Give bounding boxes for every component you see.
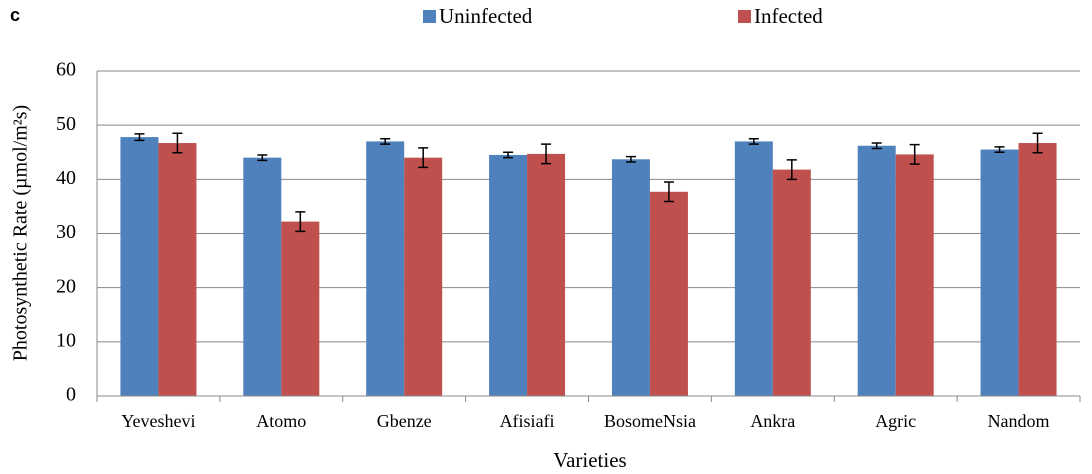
error-bar <box>503 151 514 159</box>
error-bar <box>994 146 1005 153</box>
error-bar <box>663 181 674 203</box>
y-tick-label: 10 <box>56 329 76 351</box>
bar <box>857 145 896 396</box>
y-tick-label: 40 <box>56 167 76 189</box>
error-bar <box>625 155 636 163</box>
bar <box>1018 143 1057 396</box>
error-bar <box>871 142 882 150</box>
panel-label: c <box>10 5 20 25</box>
bar <box>243 157 282 396</box>
legend-swatch <box>423 10 436 23</box>
bar <box>158 143 197 396</box>
x-axis-label: Varieties <box>553 448 626 472</box>
bar <box>120 137 159 397</box>
error-bar <box>748 137 759 145</box>
y-tick-label: 60 <box>56 59 76 81</box>
error-bar <box>134 133 145 142</box>
x-tick-label: Agric <box>875 411 916 431</box>
error-bar <box>1032 132 1043 154</box>
x-tick-label: BosomeNsia <box>604 411 696 431</box>
x-tick-label: Nandom <box>988 411 1050 431</box>
legend-swatch <box>738 10 751 23</box>
x-tick-label: Ankra <box>750 411 795 431</box>
bar <box>611 159 650 396</box>
x-tick-label: Afisiafi <box>500 411 555 431</box>
error-bar <box>257 154 268 162</box>
error-bar <box>909 143 920 165</box>
y-tick-label: 0 <box>66 384 76 406</box>
error-bar <box>786 159 797 181</box>
error-bar <box>172 132 183 154</box>
error-bar <box>418 147 429 169</box>
error-bar <box>295 211 306 233</box>
bar <box>649 191 688 396</box>
bar <box>895 154 934 396</box>
bar <box>404 157 443 396</box>
bar <box>734 141 773 396</box>
y-tick-label: 30 <box>56 221 76 243</box>
x-tick-label: Yeveshevi <box>121 411 195 431</box>
bar <box>366 141 405 396</box>
bar <box>281 221 320 396</box>
y-tick-label: 20 <box>56 275 76 297</box>
bar <box>772 169 811 396</box>
bar <box>527 153 566 396</box>
bar <box>980 149 1019 396</box>
legend-label: Infected <box>754 4 823 28</box>
x-tick-label: Gbenze <box>377 411 432 431</box>
y-axis-label: Photosynthetic Rate (µmol/m²s) <box>10 105 32 361</box>
legend-label: Uninfected <box>439 4 533 28</box>
y-tick-label: 50 <box>56 113 76 135</box>
error-bar <box>380 137 391 145</box>
x-tick-label: Atomo <box>256 411 306 431</box>
error-bar <box>541 143 552 165</box>
bar <box>489 154 528 396</box>
